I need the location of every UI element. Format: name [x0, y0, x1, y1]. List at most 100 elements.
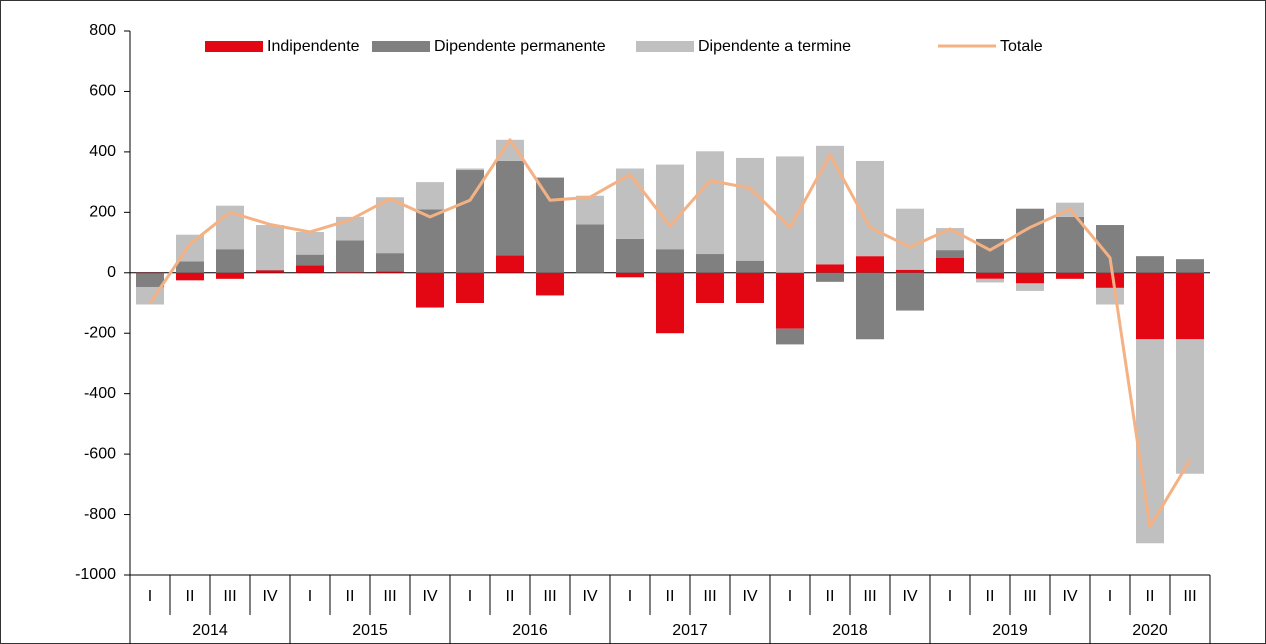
year-label: 2014 — [192, 622, 228, 639]
bar — [1016, 283, 1044, 291]
bar — [776, 156, 804, 273]
x-tick-label: IV — [1062, 588, 1077, 605]
x-tick-label: III — [1183, 588, 1196, 605]
y-tick-label: 0 — [107, 264, 116, 281]
bar — [1136, 256, 1164, 273]
bar — [656, 164, 684, 250]
bar — [816, 272, 844, 282]
bar — [1176, 272, 1204, 340]
y-tick-label: 400 — [89, 143, 116, 160]
x-tick-label: IV — [262, 588, 277, 605]
bar — [776, 328, 804, 345]
bar — [736, 260, 764, 273]
bar — [456, 272, 484, 303]
bar — [256, 270, 284, 273]
legend-label: Indipendente — [267, 38, 360, 55]
bar — [376, 271, 404, 273]
legend-swatch — [205, 41, 263, 52]
bar — [376, 253, 404, 272]
year-label: 2019 — [992, 622, 1028, 639]
year-label: 2018 — [832, 622, 868, 639]
bar — [1136, 272, 1164, 340]
x-tick-label: III — [863, 588, 876, 605]
bar — [656, 272, 684, 334]
bar — [736, 272, 764, 303]
x-tick-label: I — [1108, 588, 1112, 605]
x-tick-label: II — [986, 588, 995, 605]
bar — [496, 160, 524, 256]
bar — [216, 272, 244, 279]
bar — [1056, 216, 1084, 273]
bar — [1096, 287, 1124, 305]
bar — [896, 269, 924, 273]
bar — [376, 197, 404, 254]
bar — [416, 182, 444, 210]
year-label: 2017 — [672, 622, 708, 639]
bar — [776, 272, 804, 329]
bar — [216, 249, 244, 273]
bar — [936, 257, 964, 273]
bar — [536, 177, 564, 273]
x-tick-label: I — [148, 588, 152, 605]
bar — [616, 272, 644, 278]
y-tick-label: -600 — [84, 445, 116, 462]
x-tick-label: IV — [422, 588, 437, 605]
x-tick-label: III — [543, 588, 556, 605]
x-tick-label: IV — [582, 588, 597, 605]
x-tick-label: III — [223, 588, 236, 605]
x-tick-label: IV — [902, 588, 917, 605]
bar — [576, 195, 604, 225]
y-tick-label: 200 — [89, 204, 116, 221]
legend-label: Dipendente permanente — [434, 38, 606, 55]
x-tick-label: III — [383, 588, 396, 605]
legend-swatch — [636, 41, 694, 52]
bar — [456, 168, 484, 171]
bar — [896, 272, 924, 311]
y-tick-label: -200 — [84, 324, 116, 341]
bar — [816, 145, 844, 265]
x-tick-label: I — [788, 588, 792, 605]
bar — [136, 272, 164, 274]
bar — [1016, 272, 1044, 284]
y-tick-label: 800 — [89, 22, 116, 39]
legend-label: Totale — [1000, 38, 1043, 55]
x-tick-label: I — [948, 588, 952, 605]
y-tick-label: 600 — [89, 83, 116, 100]
bar — [696, 151, 724, 255]
bar — [896, 208, 924, 270]
bar — [176, 261, 204, 273]
y-tick-label: -800 — [84, 506, 116, 523]
x-tick-label: I — [308, 588, 312, 605]
year-label: 2020 — [1132, 622, 1168, 639]
bar — [1176, 339, 1204, 474]
line-series — [148, 138, 1192, 529]
x-tick-label: II — [506, 588, 515, 605]
x-tick-label: II — [1146, 588, 1155, 605]
bar — [296, 254, 324, 266]
bar — [856, 272, 884, 340]
x-tick-label: III — [1023, 588, 1036, 605]
bar — [416, 209, 444, 273]
year-label: 2016 — [512, 622, 548, 639]
bar — [536, 272, 564, 296]
bar — [696, 254, 724, 273]
bar — [496, 139, 524, 161]
bar — [336, 240, 364, 273]
x-tick-label: I — [468, 588, 472, 605]
x-tick-label: II — [186, 588, 195, 605]
x-tick-label: II — [666, 588, 675, 605]
bar — [1016, 208, 1044, 273]
bar — [816, 264, 844, 273]
bar — [416, 272, 444, 308]
bar — [656, 249, 684, 273]
bar — [1096, 272, 1124, 288]
x-tick-label: III — [703, 588, 716, 605]
y-tick-label: -1000 — [75, 566, 116, 583]
bar — [1176, 259, 1204, 273]
bar — [856, 256, 884, 273]
bar — [936, 228, 964, 251]
y-tick-label: -400 — [84, 385, 116, 402]
bar — [496, 255, 524, 273]
